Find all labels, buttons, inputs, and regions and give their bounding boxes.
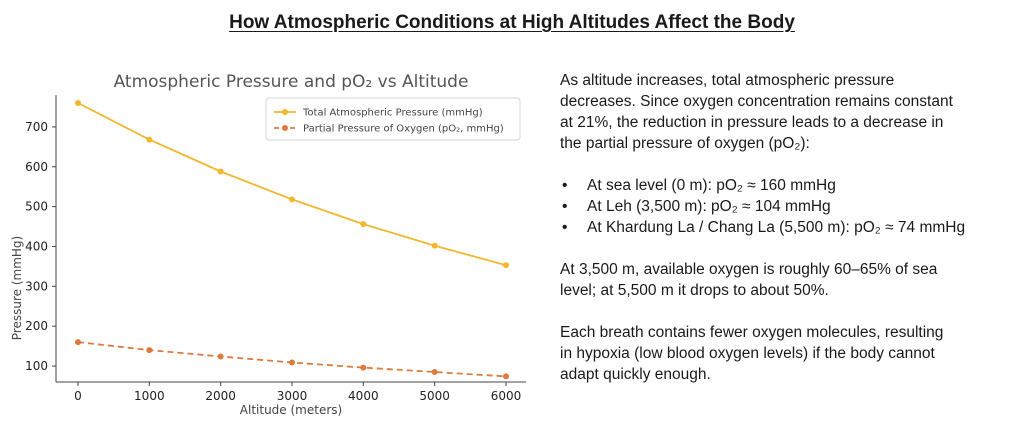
x-tick-label: 0 <box>74 389 82 403</box>
pressure-altitude-chart: Atmospheric Pressure and pO₂ vs Altitude… <box>0 62 540 432</box>
x-tick-label: 6000 <box>491 389 522 403</box>
data-point <box>75 99 81 106</box>
data-point <box>503 262 509 269</box>
legend-marker <box>282 109 288 115</box>
intro-line: the partial pressure of oxygen (pO₂): <box>560 135 810 152</box>
data-point <box>431 242 438 249</box>
chart-legend: Total Atmospheric Pressure (mmHg) Partial… <box>265 97 521 141</box>
chart-axes: 0 1000 2000 3000 4000 5000 6000 100 200 300 400 500… <box>25 95 526 403</box>
data-point <box>360 364 367 371</box>
hypoxia-paragraph: Each breath contains fewer oxygen molecu… <box>560 322 1020 385</box>
data-point <box>431 369 438 376</box>
bullet-leh: At Leh (3,500 m): pO₂ ≈ 104 mmHg <box>560 196 1020 217</box>
legend-marker <box>282 125 288 131</box>
y-tick-label: 100 <box>25 359 48 373</box>
data-point <box>503 373 509 380</box>
y-tick-label: 200 <box>25 319 48 333</box>
data-point <box>146 136 153 143</box>
data-point <box>75 339 81 346</box>
bullet-khardung-la: At Khardung La / Chang La (5,500 m): pO₂… <box>560 217 1020 238</box>
intro-line: decreases. Since oxygen concentration re… <box>560 93 953 110</box>
y-axis-label: Pressure (mmHg) <box>10 236 24 340</box>
po2-bullet-list: At sea level (0 m): pO₂ ≈ 160 mmHg At Le… <box>560 175 1020 238</box>
oxygen-line: At 3,500 m, available oxygen is roughly … <box>560 261 938 278</box>
intro-paragraph: As altitude increases, total atmospheric… <box>560 70 1020 154</box>
bullet-sea-level: At sea level (0 m): pO₂ ≈ 160 mmHg <box>560 175 1020 196</box>
page-title: How Atmospheric Conditions at High Altit… <box>229 12 795 33</box>
chart-svg: Atmospheric Pressure and pO₂ vs Altitude… <box>10 72 526 417</box>
intro-line: at 21%, the reduction in pressure leads … <box>560 114 944 131</box>
x-tick-label: 5000 <box>419 389 450 403</box>
hypoxia-line: Each breath contains fewer oxygen molecu… <box>560 324 944 341</box>
chart-title: Atmospheric Pressure and pO₂ vs Altitude <box>114 72 469 92</box>
data-point <box>289 359 295 366</box>
legend-label: Partial Pressure of Oxygen (pO₂, mmHg) <box>303 124 504 135</box>
x-tick-label: 1000 <box>134 389 165 403</box>
hypoxia-line: adapt quickly enough. <box>560 366 711 383</box>
oxygen-availability-paragraph: At 3,500 m, available oxygen is roughly … <box>560 259 1020 301</box>
y-tick-label: 700 <box>25 120 48 134</box>
x-tick-label: 4000 <box>348 389 379 403</box>
data-point <box>360 221 367 228</box>
data-point <box>289 196 295 203</box>
data-point <box>217 353 224 360</box>
y-tick-label: 300 <box>25 279 48 293</box>
chart-series <box>75 99 509 380</box>
explanation-panel: As altitude increases, total atmospheric… <box>560 70 1020 385</box>
x-tick-label: 2000 <box>205 389 236 403</box>
oxygen-line: level; at 5,500 m it drops to about 50%. <box>560 282 829 299</box>
x-axis-label: Altitude (meters) <box>240 403 342 417</box>
intro-line: As altitude increases, total atmospheric… <box>560 72 895 89</box>
hypoxia-line: in hypoxia (low blood oxygen levels) if … <box>560 345 935 362</box>
legend-label: Total Atmospheric Pressure (mmHg) <box>302 108 483 119</box>
legend-box <box>265 97 521 141</box>
y-tick-label: 600 <box>25 160 48 174</box>
y-tick-label: 400 <box>25 239 48 253</box>
x-tick-label: 3000 <box>277 389 308 403</box>
y-tick-label: 500 <box>25 200 48 214</box>
data-point <box>146 347 153 354</box>
data-point <box>217 168 224 175</box>
series-line-2 <box>77 341 507 378</box>
